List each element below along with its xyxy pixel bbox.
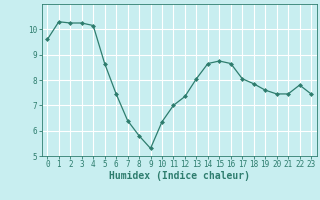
X-axis label: Humidex (Indice chaleur): Humidex (Indice chaleur) xyxy=(109,171,250,181)
